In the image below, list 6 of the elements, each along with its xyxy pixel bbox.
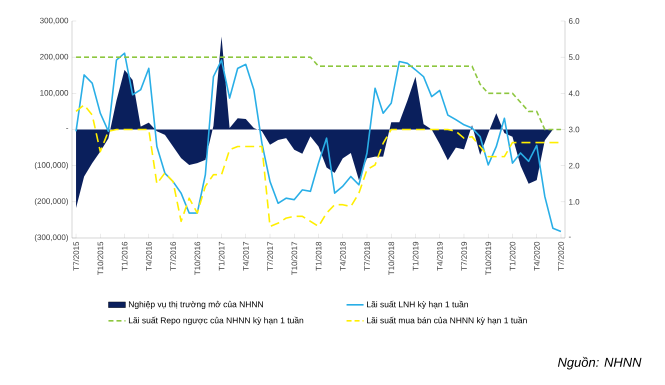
- legend-label: Lãi suất LNH kỳ hạn 1 tuần: [367, 300, 468, 310]
- text: Nguồn: NHNN: [558, 356, 642, 370]
- legend-label: Nghiệp vụ thị trường mở của NHNN: [128, 300, 263, 309]
- legend-label: Lãi suất Repo ngược của NHNN kỳ hạn 1 tuần: [128, 316, 304, 326]
- legend-label: Lãi suất mua bán của NHNN kỳ hạn 1 tuần: [367, 316, 527, 326]
- line-series: [75, 52, 562, 232]
